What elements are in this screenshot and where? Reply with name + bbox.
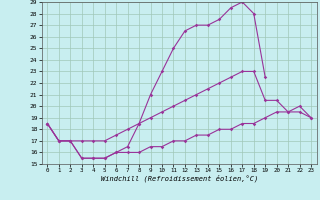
X-axis label: Windchill (Refroidissement éolien,°C): Windchill (Refroidissement éolien,°C)	[100, 175, 258, 182]
